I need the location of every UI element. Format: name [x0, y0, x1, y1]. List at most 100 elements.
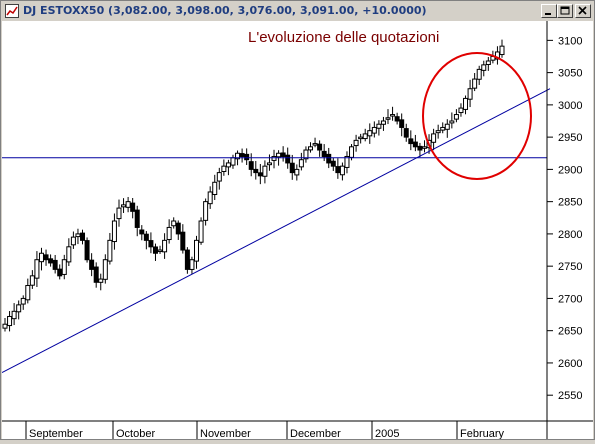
candle[interactable] [408, 130, 414, 151]
candle[interactable] [294, 164, 300, 181]
candle[interactable] [38, 247, 44, 271]
candle[interactable] [412, 134, 418, 152]
candle[interactable] [463, 95, 469, 115]
candlestick-chart[interactable]: L'evoluzione delle quotazioni 3100 3050 30… [1, 21, 593, 440]
candle[interactable] [25, 278, 31, 304]
candle[interactable] [61, 254, 67, 280]
candle[interactable] [390, 106, 396, 121]
candle[interactable] [253, 160, 259, 180]
candle[interactable] [116, 199, 122, 227]
candle[interactable] [134, 205, 140, 237]
candle[interactable] [212, 174, 218, 200]
candle[interactable] [431, 128, 437, 151]
candle[interactable] [20, 295, 26, 310]
candle[interactable] [75, 228, 81, 245]
candle[interactable] [458, 103, 464, 117]
candle[interactable] [417, 142, 423, 158]
candle[interactable] [80, 229, 86, 245]
candle[interactable] [139, 225, 145, 241]
candle[interactable] [380, 116, 386, 131]
candle[interactable] [239, 148, 245, 163]
candle[interactable] [130, 197, 136, 219]
candle[interactable] [70, 231, 76, 249]
candle[interactable] [102, 254, 108, 284]
candle[interactable] [385, 109, 391, 125]
candle[interactable] [312, 137, 318, 148]
candle[interactable] [266, 154, 272, 171]
candle[interactable] [230, 154, 236, 169]
candle[interactable] [394, 112, 400, 125]
candle[interactable] [29, 270, 35, 289]
candle[interactable] [421, 140, 427, 153]
candle[interactable] [216, 167, 222, 190]
candle[interactable] [494, 46, 500, 65]
candle[interactable] [271, 149, 277, 169]
candle[interactable] [481, 60, 487, 77]
candle[interactable] [143, 231, 149, 250]
candle[interactable] [444, 119, 450, 138]
price-chart[interactable]: L'evoluzione delle quotazioni 3100 3050 30… [1, 21, 593, 440]
candle[interactable] [111, 213, 117, 250]
candle[interactable] [107, 232, 113, 265]
candle[interactable] [84, 237, 90, 263]
candle[interactable] [57, 264, 63, 280]
candle[interactable] [257, 164, 263, 185]
maximize-button[interactable] [557, 4, 573, 18]
candle[interactable] [362, 128, 368, 142]
candle[interactable] [52, 254, 58, 274]
candle[interactable] [262, 160, 268, 184]
candle[interactable] [171, 217, 177, 229]
candle[interactable] [7, 311, 13, 332]
candle[interactable] [248, 153, 254, 177]
candle[interactable] [66, 238, 72, 266]
candle[interactable] [198, 217, 204, 245]
candle[interactable] [189, 256, 195, 275]
minimize-button[interactable] [541, 4, 557, 18]
candle[interactable] [499, 39, 505, 58]
candle[interactable] [203, 198, 209, 226]
candle[interactable] [148, 232, 154, 254]
candle[interactable] [194, 235, 200, 269]
candle[interactable] [353, 134, 359, 152]
candle[interactable] [93, 262, 99, 288]
candle[interactable] [453, 109, 459, 123]
candle[interactable] [344, 151, 350, 174]
candle[interactable] [298, 152, 304, 171]
candle[interactable] [16, 300, 22, 320]
candle[interactable] [467, 79, 473, 108]
candle[interactable] [98, 273, 104, 291]
candle[interactable] [166, 219, 172, 244]
candle[interactable] [221, 159, 227, 176]
title-bar[interactable]: DJ ESTOXX50 (3,082.00, 3,098.00, 3,076.0… [2, 2, 593, 20]
candle[interactable] [207, 186, 213, 209]
candle[interactable] [280, 146, 286, 162]
candle[interactable] [180, 224, 186, 254]
candle[interactable] [485, 57, 491, 71]
candle[interactable] [358, 133, 364, 144]
candle[interactable] [403, 123, 409, 142]
candle[interactable] [225, 159, 231, 176]
candle[interactable] [376, 120, 382, 136]
candle[interactable] [2, 318, 8, 332]
candle[interactable] [244, 148, 250, 166]
candle[interactable] [307, 142, 313, 153]
candle[interactable] [184, 247, 190, 274]
candle[interactable] [125, 196, 131, 213]
candle[interactable] [162, 233, 168, 259]
candle[interactable] [371, 121, 377, 138]
candle[interactable] [121, 198, 127, 213]
candle[interactable] [152, 243, 158, 261]
candle[interactable] [435, 124, 441, 139]
candle[interactable] [48, 254, 54, 267]
candle[interactable] [303, 146, 309, 163]
candle[interactable] [289, 154, 295, 180]
candle[interactable] [339, 162, 345, 181]
candle[interactable] [34, 251, 40, 287]
candle[interactable] [321, 144, 327, 162]
candle[interactable] [472, 72, 478, 92]
candle[interactable] [367, 123, 373, 144]
candle[interactable] [11, 303, 17, 326]
candle[interactable] [330, 157, 336, 171]
close-button[interactable] [575, 4, 591, 18]
candle[interactable] [157, 245, 163, 254]
